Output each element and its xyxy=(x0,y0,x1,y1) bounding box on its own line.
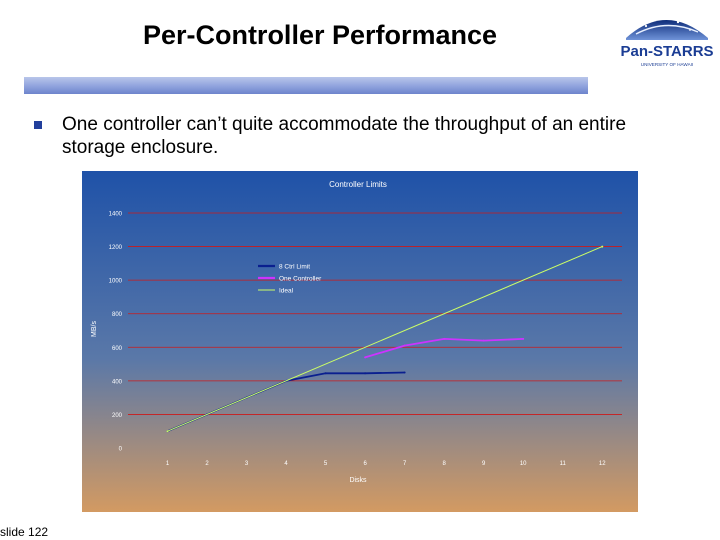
x-axis-label: Disks xyxy=(349,477,367,484)
logo-wordmark: Pan-STARRS xyxy=(620,43,713,60)
x-tick-label: 3 xyxy=(245,461,249,467)
title-underline-bar xyxy=(24,77,588,94)
data-point xyxy=(601,245,604,248)
bullet-text: One controller can’t quite accommodate t… xyxy=(62,114,627,158)
x-tick-label: 5 xyxy=(324,461,328,467)
series-line-ideal xyxy=(167,246,603,432)
x-tick-label: 4 xyxy=(284,461,288,467)
legend-label: 8 Ctrl Limit xyxy=(279,264,310,271)
chart-title: Controller Limits xyxy=(329,180,387,189)
x-tick-label: 8 xyxy=(442,461,446,467)
legend-label: Ideal xyxy=(279,288,294,295)
data-point xyxy=(403,371,406,374)
x-tick-label: 6 xyxy=(363,461,367,467)
y-axis-label: MB/s xyxy=(91,321,98,337)
pan-starrs-logo: Pan-STARRS UNIVERSITY OF HAWAII xyxy=(620,17,714,67)
controller-limits-chart: Controller Limits 0 200 400 600 800 1000 1200 1… xyxy=(82,171,638,512)
y-tick-label: 400 xyxy=(112,379,123,385)
x-tick-label: 10 xyxy=(520,461,527,467)
slide-number: slide 122 xyxy=(0,525,49,539)
data-point xyxy=(324,372,327,375)
y-tick-label: 1200 xyxy=(109,245,123,251)
data-point xyxy=(364,356,367,359)
y-tick-label: 1000 xyxy=(109,279,123,285)
legend-label: One Controller xyxy=(279,276,322,283)
chart-container: Controller Limits 0 200 400 600 800 1000 1200 1… xyxy=(82,171,638,512)
slide-title: Per-Controller Performance xyxy=(142,20,498,50)
data-point xyxy=(166,430,169,433)
y-tick-label: 1400 xyxy=(109,212,123,218)
x-tick-label: 7 xyxy=(403,461,407,467)
x-tick-label: 2 xyxy=(205,461,209,467)
x-tick-label: 12 xyxy=(599,461,606,467)
data-point xyxy=(522,337,525,340)
x-tick-label: 1 xyxy=(166,461,170,467)
data-point xyxy=(364,372,367,375)
chart-background xyxy=(82,171,638,512)
x-tick-label: 11 xyxy=(560,461,567,467)
y-tick-label: 800 xyxy=(112,312,123,318)
x-tick-label: 9 xyxy=(482,461,486,467)
y-tick-label: 200 xyxy=(112,413,123,419)
y-tick-label: 0 xyxy=(119,447,123,453)
data-point xyxy=(403,344,406,347)
bullet-square-icon xyxy=(34,121,42,129)
data-point xyxy=(443,337,446,340)
data-point xyxy=(482,339,485,342)
logo-subtitle: UNIVERSITY OF HAWAII xyxy=(641,62,693,67)
y-tick-label: 600 xyxy=(112,346,123,352)
bullet-item: One controller can’t quite accommodate t… xyxy=(34,113,694,159)
logo-dome-icon xyxy=(626,20,708,40)
